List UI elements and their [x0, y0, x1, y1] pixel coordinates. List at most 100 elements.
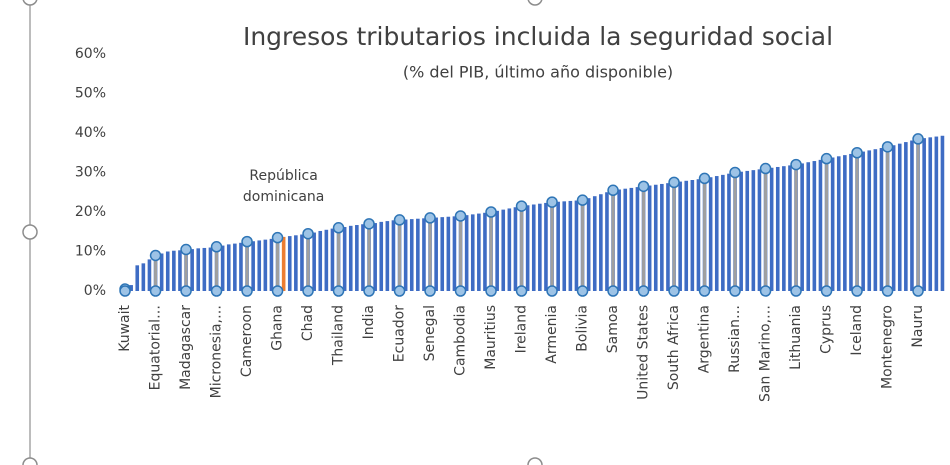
bar — [477, 213, 481, 291]
bar — [678, 181, 682, 291]
selection-handle — [149, 249, 162, 262]
bar — [251, 241, 255, 291]
selection-handle-base — [668, 285, 680, 297]
bar — [928, 137, 933, 291]
bar — [513, 207, 518, 291]
bar — [897, 143, 902, 291]
selection-handle — [485, 206, 497, 218]
selection-handle — [576, 194, 589, 206]
y-tick-label: 10% — [75, 244, 106, 260]
bar — [617, 189, 621, 291]
selection-handle — [698, 172, 711, 185]
bar — [757, 169, 762, 291]
bar — [849, 153, 853, 291]
bar — [141, 263, 146, 291]
bar — [147, 259, 152, 291]
selection-handle — [637, 180, 650, 193]
bar — [269, 238, 274, 291]
bar — [843, 155, 847, 291]
bar — [800, 163, 804, 291]
selection-handle — [668, 176, 680, 189]
bar — [263, 239, 268, 291]
selection-handle-base — [210, 285, 223, 297]
bar — [751, 170, 756, 291]
selection-handle-base — [393, 285, 406, 297]
bar — [312, 232, 316, 291]
selection-handle-base — [271, 285, 284, 297]
bar — [806, 162, 811, 291]
selection-handle-base — [637, 285, 650, 297]
selection-handle-base — [119, 285, 131, 297]
bar — [830, 157, 835, 291]
bar — [226, 244, 231, 291]
selection-handle — [332, 222, 345, 234]
bar — [391, 220, 396, 291]
bar — [891, 145, 896, 291]
selection-handle-base — [302, 285, 314, 297]
selection-handle — [820, 152, 833, 165]
bar — [239, 242, 243, 291]
bar — [361, 224, 365, 291]
y-tick-label: 0% — [84, 283, 106, 299]
bar — [233, 243, 237, 291]
selection-handle — [180, 243, 192, 256]
bar — [330, 228, 335, 291]
selection-handle — [546, 196, 558, 208]
bar — [568, 200, 573, 291]
selection-handle — [393, 214, 406, 226]
chart-title: Ingresos tributarios incluida la segurid… — [243, 22, 833, 51]
bar — [470, 214, 475, 291]
bar — [556, 201, 560, 291]
bar — [379, 221, 384, 291]
bar — [434, 217, 438, 291]
bar — [739, 171, 743, 291]
bar — [586, 198, 591, 291]
bar — [782, 166, 786, 291]
bar — [592, 196, 597, 291]
bar — [690, 180, 695, 291]
bar — [172, 250, 176, 291]
handle — [527, 0, 543, 6]
selection-handle-base — [576, 285, 589, 297]
selection-handle-base — [424, 285, 436, 297]
bar — [220, 245, 225, 291]
x-tick-label: Armenia — [544, 305, 560, 364]
bar — [904, 142, 908, 291]
selection-handle-base — [881, 285, 894, 297]
selection-handle-base — [698, 285, 711, 297]
x-tick-label: South Africa — [666, 305, 682, 390]
selection-handle-base — [759, 285, 772, 297]
bar — [696, 179, 701, 291]
bar — [873, 149, 878, 291]
bar — [544, 202, 548, 291]
selection-handle — [424, 212, 436, 224]
selection-handle-base — [485, 285, 497, 297]
bar — [708, 177, 713, 291]
bar — [574, 200, 579, 291]
selection-handle — [454, 210, 467, 222]
bar — [714, 176, 719, 291]
bar — [159, 253, 164, 291]
selection-handle-base — [546, 285, 558, 297]
selection-handle — [912, 133, 924, 145]
bar — [196, 248, 201, 291]
selection-handle-base — [607, 285, 619, 297]
selection-handle-base — [149, 285, 162, 297]
bar — [812, 161, 817, 291]
bar — [483, 212, 487, 291]
selection-handle-base — [820, 285, 833, 297]
bar — [934, 136, 939, 291]
bar — [531, 204, 536, 291]
handle — [22, 224, 38, 240]
y-tick-label: 30% — [75, 165, 106, 181]
x-tick-label: Micronesia,… — [209, 305, 225, 398]
x-tick-label: Iceland — [849, 305, 865, 356]
bar — [281, 236, 286, 291]
x-tick-label: Montenegro — [880, 305, 896, 389]
bar — [373, 223, 377, 291]
bar — [940, 135, 945, 291]
x-tick-label: Madagascar — [178, 305, 194, 390]
selection-handle — [607, 184, 619, 197]
x-tick-label: Bolivia — [575, 305, 591, 352]
bar — [300, 234, 304, 291]
